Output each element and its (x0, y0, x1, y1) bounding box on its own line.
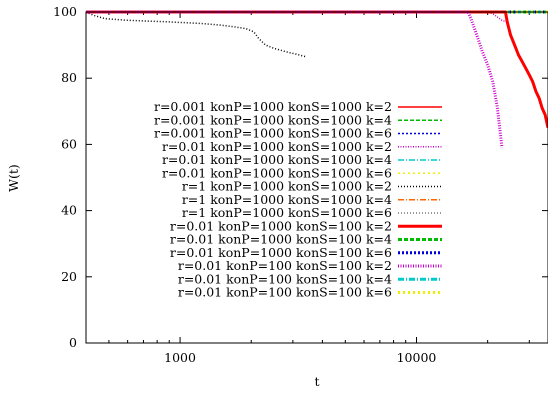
legend-label: r=0.01 konP=1000 konS=100 k=4 (170, 232, 392, 247)
legend-label: r=1 konP=1000 konS=1000 k=6 (182, 205, 392, 220)
y-tick-label: 20 (61, 269, 77, 284)
legend-label: r=0.01 konP=100 konS=100 k=6 (178, 285, 392, 300)
legend-label: r=0.01 konP=1000 konS=1000 k=4 (162, 152, 392, 167)
y-tick-label: 60 (61, 136, 77, 151)
x-tick-label: 10000 (397, 350, 437, 365)
legend-label: r=0.01 konP=1000 konS=100 k=2 (170, 218, 392, 233)
legend-label: r=1 konP=1000 konS=1000 k=4 (182, 192, 392, 207)
legend-label: r=0.01 konP=100 konS=100 k=4 (178, 271, 392, 286)
legend: r=0.001 konP=1000 konS=1000 k=2r=0.001 k… (154, 99, 442, 300)
y-axis-label: W(t) (6, 164, 21, 192)
x-tick-label: 1000 (164, 350, 196, 365)
legend-label: r=0.01 konP=1000 konS=1000 k=6 (162, 165, 392, 180)
legend-label: r=0.01 konP=100 konS=100 k=2 (178, 258, 392, 273)
legend-label: r=0.001 konP=1000 konS=1000 k=2 (154, 99, 392, 114)
series-line (85, 11, 306, 58)
legend-label: r=0.001 konP=1000 konS=1000 k=6 (154, 126, 392, 141)
y-tick-label: 40 (61, 203, 77, 218)
legend-label: r=0.01 konP=1000 konS=1000 k=2 (162, 139, 392, 154)
x-axis-label: t (314, 374, 319, 389)
series-line (86, 10, 548, 129)
plot-frame (85, 11, 548, 344)
y-tick-label: 80 (61, 70, 77, 85)
legend-label: r=1 konP=1000 konS=1000 k=2 (182, 179, 392, 194)
legend-label: r=0.001 konP=1000 konS=1000 k=4 (154, 112, 392, 127)
axis-ticks: 0 20 40 60 80 100 1000 10000 (53, 4, 548, 365)
y-tick-label: 0 (69, 335, 77, 350)
legend-label: r=0.01 konP=1000 konS=100 k=6 (170, 245, 392, 260)
y-tick-label: 100 (53, 4, 77, 19)
